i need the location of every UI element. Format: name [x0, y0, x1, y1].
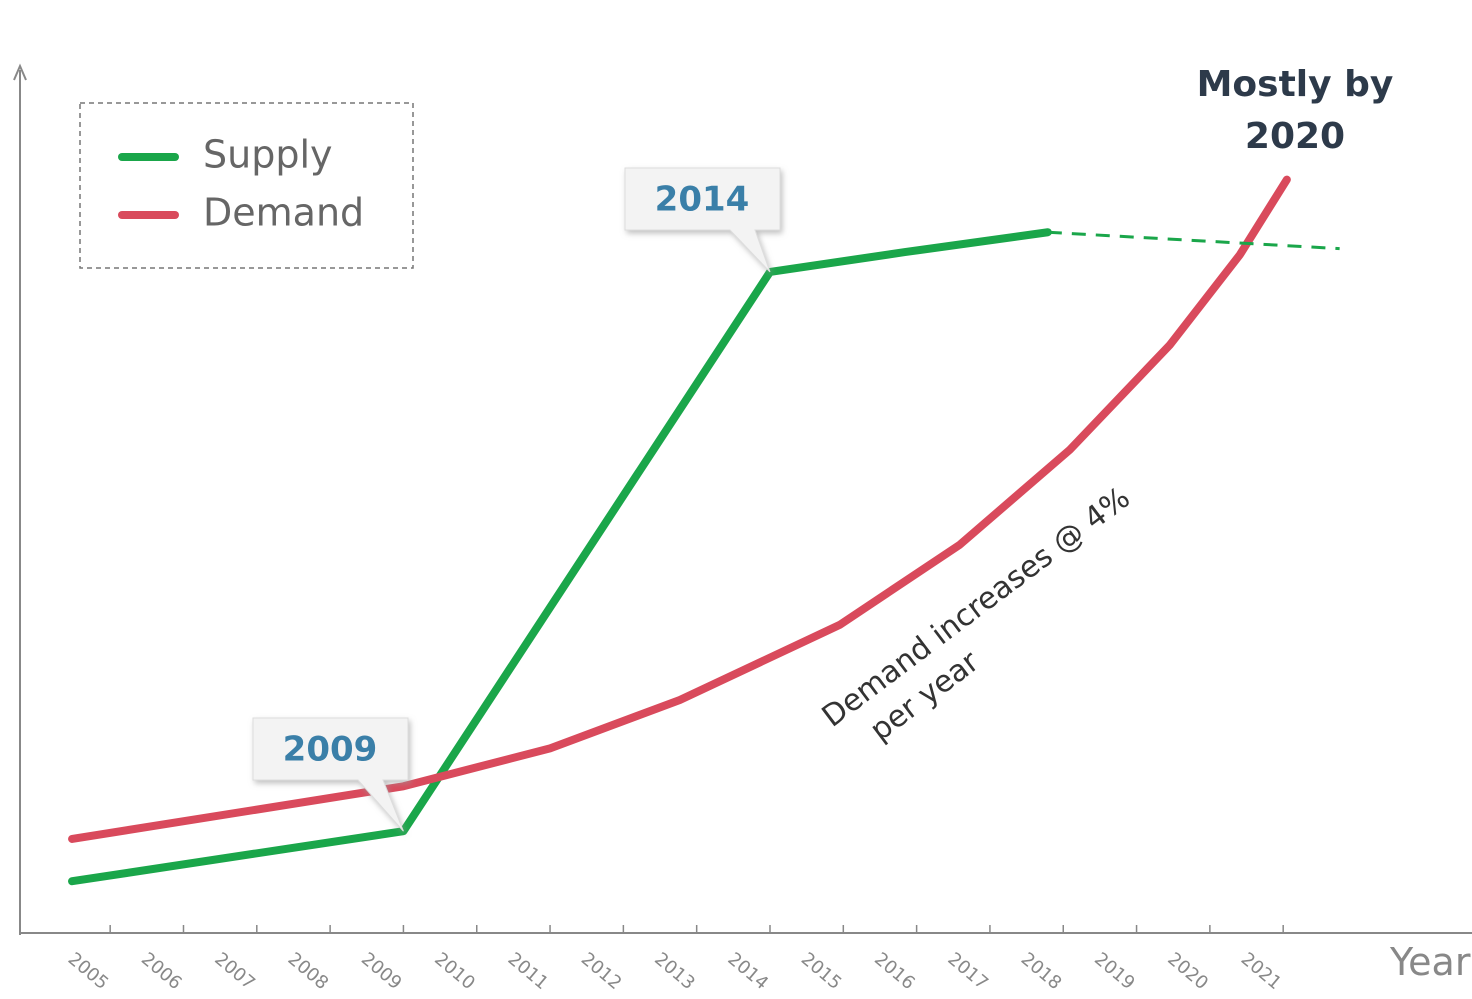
headline: Mostly by	[1197, 64, 1394, 105]
x-tick-label: 2016	[870, 949, 919, 995]
x-tick-label: 2006	[137, 949, 186, 995]
series-line	[68, 228, 1052, 886]
headline: 2020	[1245, 116, 1345, 157]
y-axis-arrow	[13, 63, 27, 81]
legend-box	[79, 102, 414, 269]
x-tick-label: 2011	[504, 949, 553, 995]
series-line	[1047, 230, 1340, 251]
x-tick-label: 2020	[1163, 949, 1212, 995]
x-tick-label: 2009	[357, 949, 406, 995]
callout	[624, 167, 781, 273]
x-axis-label: Year	[1389, 940, 1471, 984]
callout-label: 2014	[655, 180, 750, 220]
x-tick-label: 2018	[1017, 949, 1066, 995]
x-tick-label: 2008	[284, 949, 333, 995]
callout-box	[252, 717, 409, 832]
x-tick-label: 2021	[1237, 949, 1286, 995]
x-tick-label: 2010	[430, 949, 479, 995]
x-tick-label: 2005	[64, 949, 113, 995]
x-tick-label: 2015	[797, 949, 846, 995]
legend-label: Supply	[203, 133, 333, 177]
x-tick-label: 2014	[724, 949, 773, 995]
x-tick-label: 2017	[943, 949, 992, 995]
legend-label: Demand	[203, 191, 364, 235]
x-tick-label: 2019	[1090, 949, 1139, 995]
series-line	[68, 175, 1291, 843]
x-tick-label: 2012	[577, 949, 626, 995]
callout	[252, 717, 409, 832]
callout-box	[624, 167, 781, 273]
callout-label: 2009	[283, 730, 378, 770]
x-tick-label: 2013	[650, 949, 699, 995]
x-tick-label: 2007	[210, 949, 259, 995]
